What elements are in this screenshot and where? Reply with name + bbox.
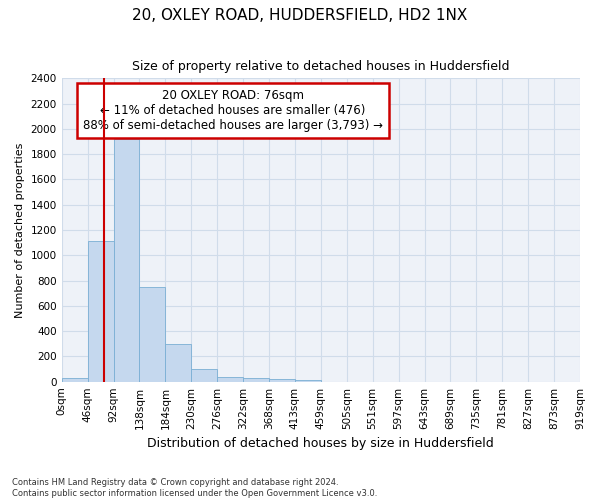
Y-axis label: Number of detached properties: Number of detached properties (15, 142, 25, 318)
Bar (113, 139, 139, 382)
Title: Size of property relative to detached houses in Huddersfield: Size of property relative to detached ho… (132, 60, 509, 73)
X-axis label: Distribution of detached houses by size in Huddersfield: Distribution of detached houses by size … (148, 437, 494, 450)
Bar (217, 376, 243, 382)
Bar (62, 378, 88, 382)
Bar (295, 380, 321, 382)
Bar (166, 344, 191, 382)
Bar (139, 287, 166, 382)
Bar (191, 369, 217, 382)
Text: 20, OXLEY ROAD, HUDDERSFIELD, HD2 1NX: 20, OXLEY ROAD, HUDDERSFIELD, HD2 1NX (133, 8, 467, 22)
Bar (269, 379, 295, 382)
Text: Contains HM Land Registry data © Crown copyright and database right 2024.
Contai: Contains HM Land Registry data © Crown c… (12, 478, 377, 498)
Bar (88, 242, 113, 382)
Text: 20 OXLEY ROAD: 76sqm
← 11% of detached houses are smaller (476)
88% of semi-deta: 20 OXLEY ROAD: 76sqm ← 11% of detached h… (83, 89, 383, 132)
Bar (243, 378, 269, 382)
